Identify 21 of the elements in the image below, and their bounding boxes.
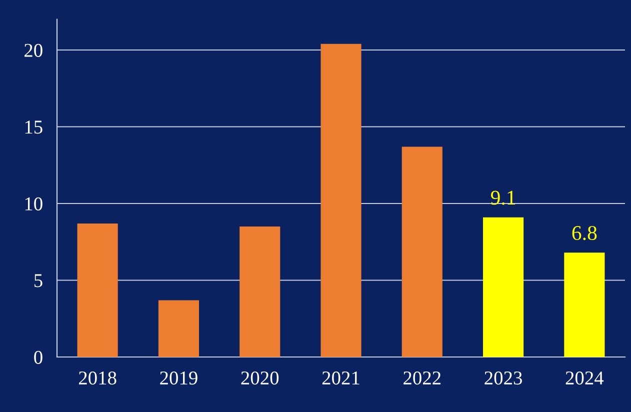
bar — [77, 223, 118, 357]
y-tick-label: 20 — [24, 44, 42, 57]
y-tick-label: 5 — [34, 274, 42, 288]
bar — [158, 300, 199, 357]
y-tick-label: 15 — [25, 120, 42, 134]
x-tick-label: 2018 — [78, 371, 116, 385]
bar — [483, 217, 524, 357]
x-tick-label: 2020 — [241, 371, 279, 385]
data-label: 6.8 — [572, 226, 597, 240]
x-tick-label: 2021 — [322, 371, 360, 385]
y-tick-label: 10 — [25, 197, 42, 210]
y-tick-label: 0 — [34, 350, 42, 364]
x-tick-label: 2023 — [484, 371, 522, 385]
bar — [402, 146, 442, 357]
x-tick-label: 2019 — [160, 371, 198, 385]
bar — [564, 252, 605, 357]
x-tick-label: 2024 — [566, 371, 604, 385]
bar — [320, 44, 362, 357]
data-label: 9.1 — [490, 190, 516, 205]
x-tick-label: 2022 — [404, 371, 441, 385]
bar — [240, 226, 280, 357]
